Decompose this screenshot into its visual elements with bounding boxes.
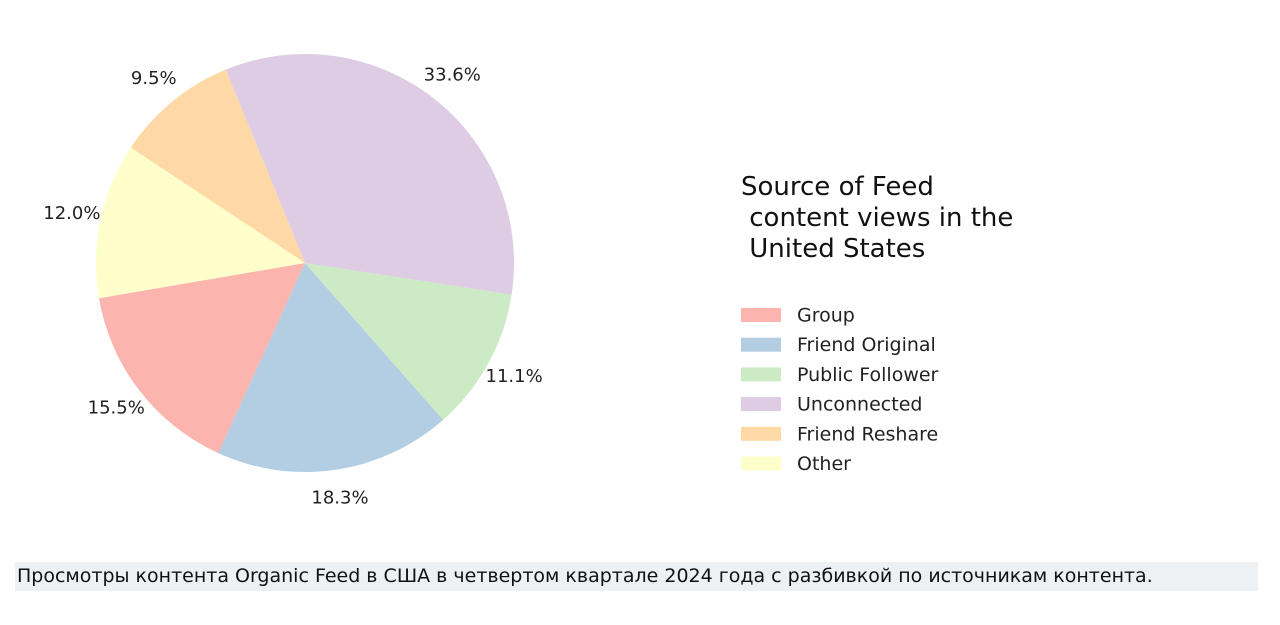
legend-label: Friend Original — [797, 334, 936, 356]
pie-slice — [305, 263, 512, 420]
legend-label: Friend Reshare — [797, 423, 938, 445]
pie-slice — [218, 263, 444, 472]
legend-swatch — [741, 456, 781, 471]
slice-label: 15.5% — [88, 397, 145, 418]
pie-slice — [130, 69, 305, 264]
slice-label: 11.1% — [486, 366, 543, 387]
legend-label: Unconnected — [797, 394, 922, 416]
legend-title: Source of Feed content views in the Unit… — [741, 172, 1014, 264]
legend-swatch — [741, 337, 781, 352]
legend-swatch — [741, 426, 781, 441]
slice-label: 12.0% — [43, 203, 100, 224]
legend-swatch — [741, 367, 781, 382]
pie-slice — [98, 263, 305, 454]
slice-label: 33.6% — [424, 65, 481, 86]
legend-label: Group — [797, 305, 855, 327]
legend-swatch — [741, 397, 781, 412]
slice-label: 9.5% — [131, 68, 177, 89]
slice-label: 18.3% — [311, 488, 368, 509]
legend-swatch — [741, 308, 781, 322]
legend-label: Other — [797, 453, 851, 475]
legend-label: Public Follower — [797, 364, 939, 386]
pie-slice — [96, 147, 306, 299]
caption: Просмотры контента Organic Feed в США в … — [15, 562, 1258, 591]
pie-slice — [225, 54, 514, 295]
